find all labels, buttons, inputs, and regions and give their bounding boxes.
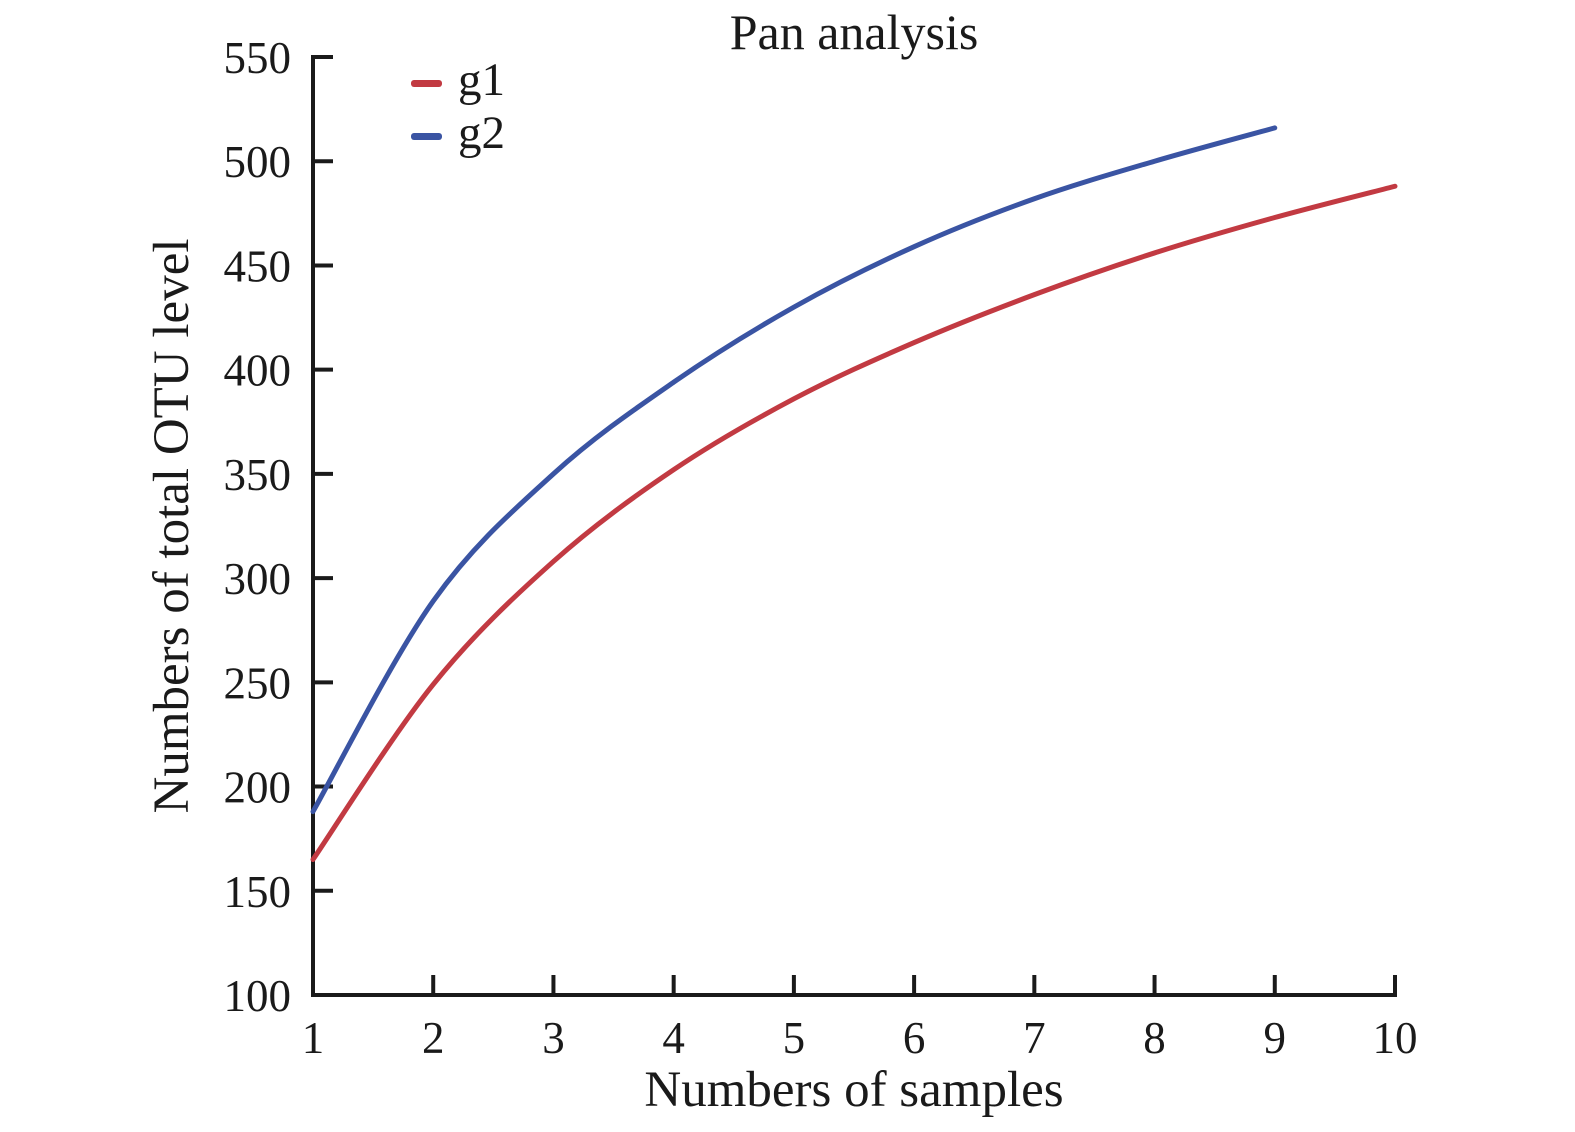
x-tick-label: 8: [1143, 1013, 1166, 1063]
g2-line-swatch: [411, 133, 442, 140]
g1-line-swatch: [411, 80, 442, 87]
x-tick-label: 10: [1373, 1013, 1418, 1063]
y-tick-label: 150: [224, 867, 292, 917]
x-tick-label: 6: [903, 1013, 926, 1063]
y-tick-label: 400: [224, 346, 292, 396]
x-tick-label: 5: [783, 1013, 806, 1063]
y-tick-label: 500: [224, 137, 292, 187]
x-tick-label: 1: [302, 1013, 325, 1063]
g1-curve: [310, 183, 1398, 863]
y-tick-label: 300: [224, 554, 292, 604]
axis-spines: [311, 55, 1397, 997]
legend: g1 g2: [411, 57, 505, 163]
g2-legend-label: g2: [458, 107, 505, 159]
y-tick-label: 550: [224, 33, 292, 83]
x-tick-label: 7: [1023, 1013, 1046, 1063]
g1-legend-label: g1: [458, 54, 505, 106]
x-tick-label: 2: [422, 1013, 445, 1063]
y-tick-label: 350: [224, 450, 292, 500]
x-tick-label: 4: [662, 1013, 685, 1063]
legend-item-g2: g2: [411, 110, 505, 163]
x-tick-label: 9: [1264, 1013, 1287, 1063]
chart-title: Pan analysis: [729, 4, 979, 60]
legend-item-g1: g1: [411, 57, 505, 110]
x-tick-label: 3: [542, 1013, 565, 1063]
y-tick-label: 200: [224, 763, 292, 813]
g2-curve: [310, 125, 1278, 815]
y-tick-label: 250: [224, 658, 292, 708]
y-axis-title: Numbers of total OTU level: [144, 238, 200, 814]
x-axis-title: Numbers of samples: [644, 1062, 1064, 1118]
y-tick-label: 450: [224, 241, 292, 291]
y-tick-label: 100: [224, 971, 292, 1021]
